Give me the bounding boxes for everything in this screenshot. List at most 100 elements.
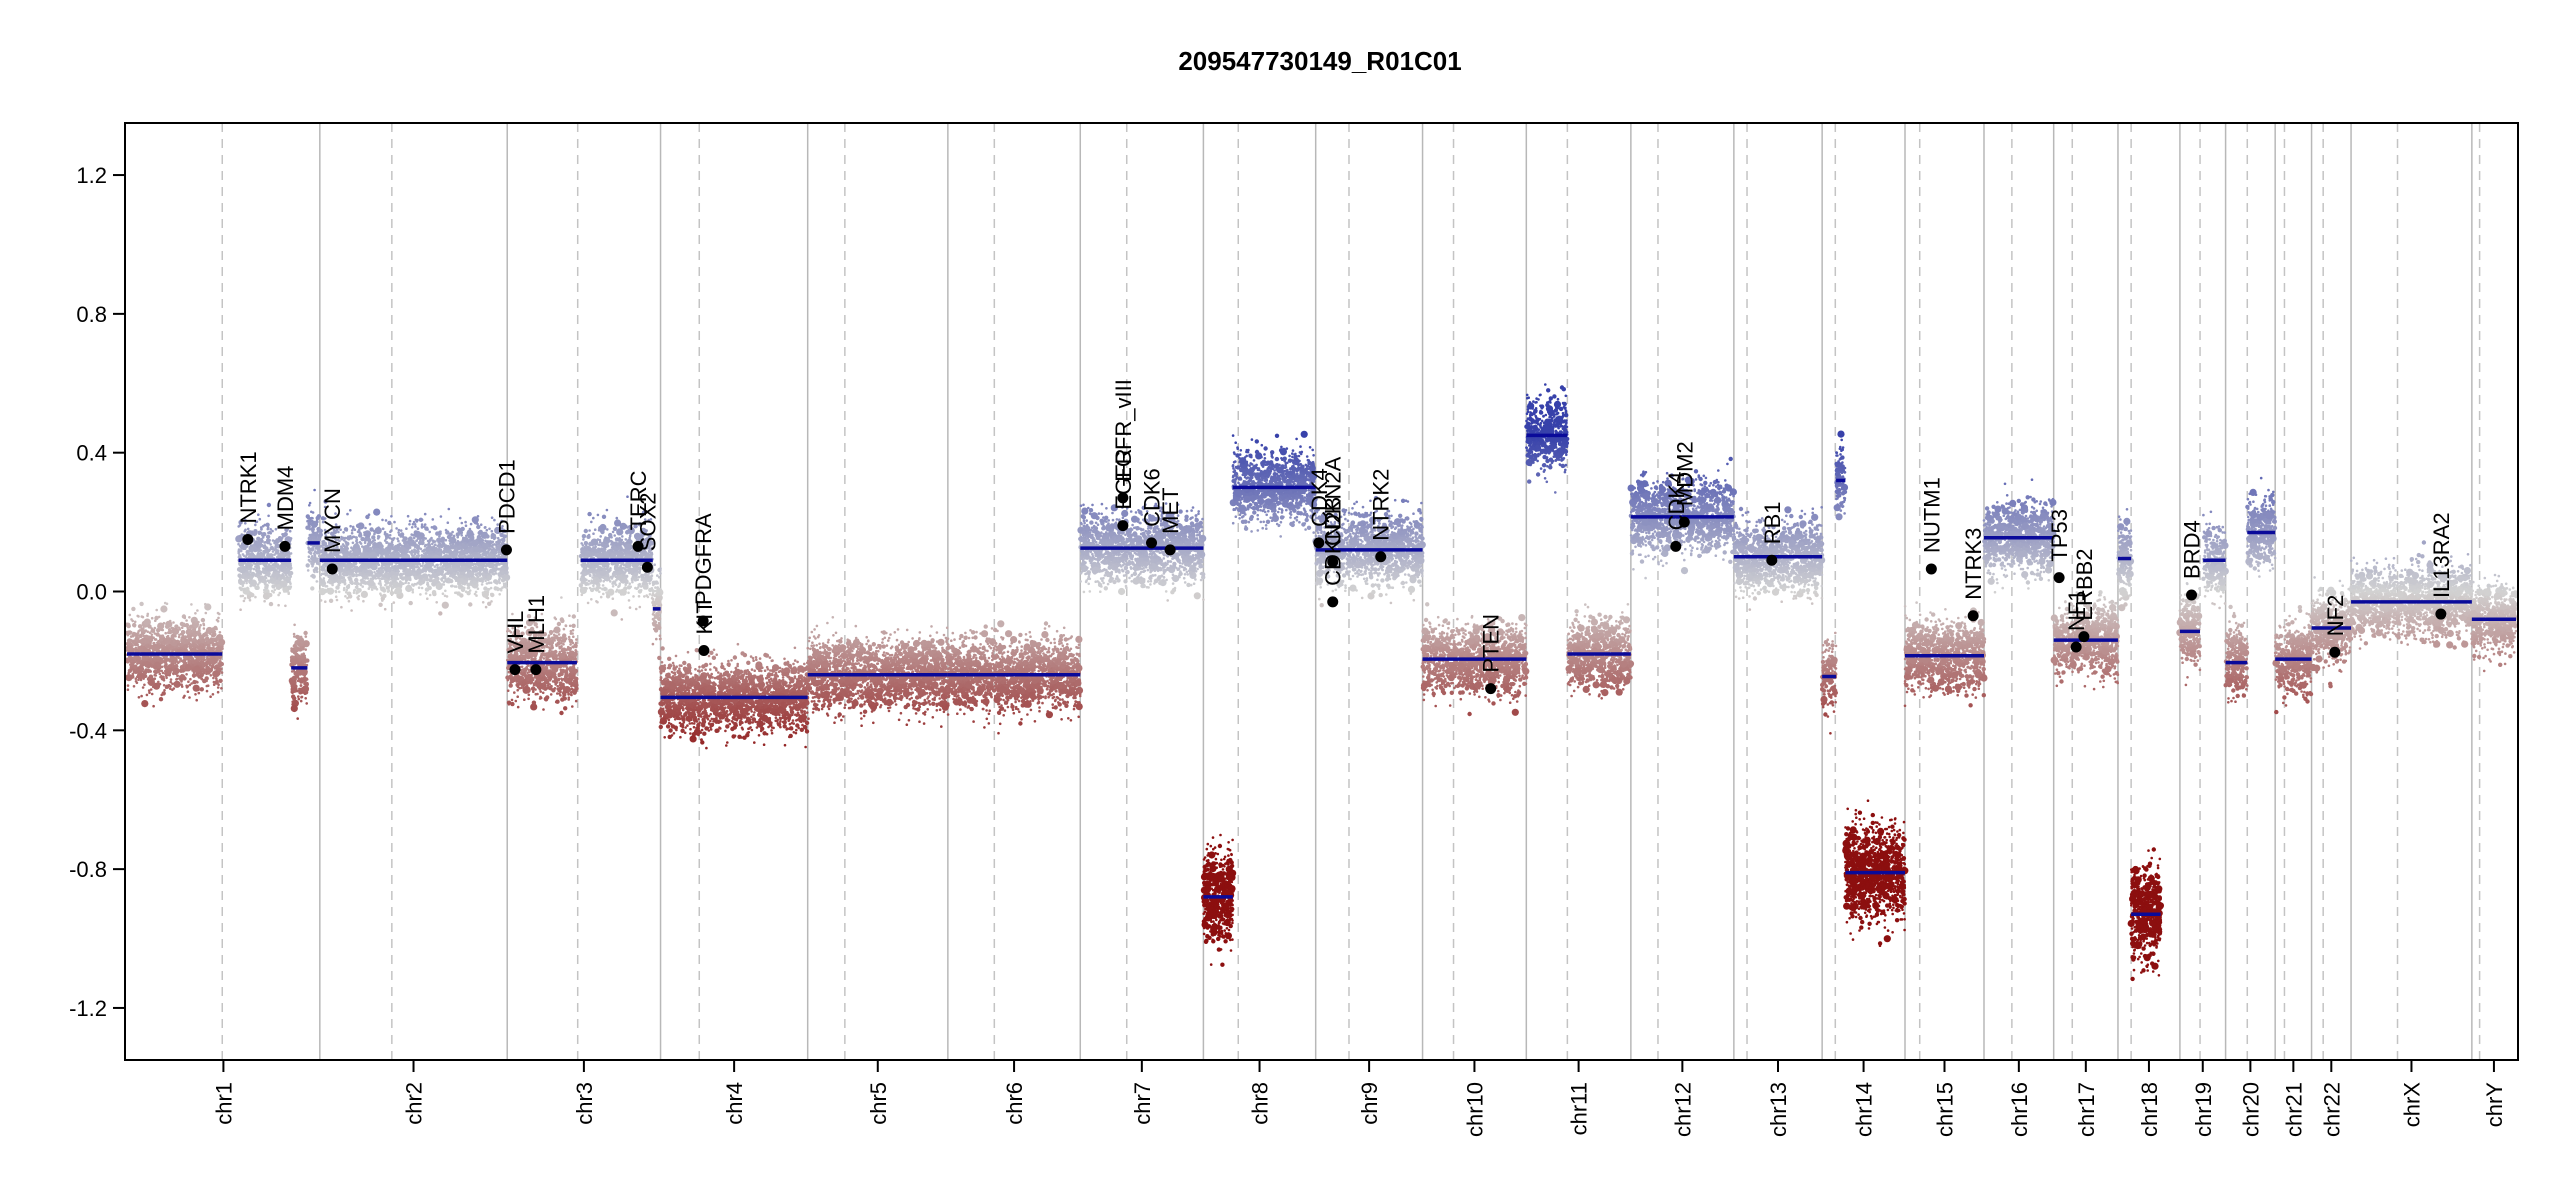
probe-point <box>348 552 352 555</box>
probe-point <box>244 528 247 532</box>
probe-point <box>268 530 272 534</box>
probe-point <box>241 553 245 556</box>
probe-point <box>239 549 243 553</box>
probe-point <box>270 546 273 550</box>
probe-point <box>270 578 273 581</box>
probe-point <box>126 684 130 687</box>
probe-point <box>438 545 441 549</box>
probe-point <box>359 564 363 568</box>
probe-point <box>343 582 347 586</box>
probe-point <box>354 545 357 548</box>
probe-point <box>318 561 321 565</box>
probe-point <box>241 594 245 598</box>
probe-point <box>148 674 154 679</box>
probe-point <box>379 586 383 589</box>
probe-point <box>192 679 197 685</box>
probe-point <box>186 690 190 693</box>
probe-point <box>460 534 464 537</box>
probe-point <box>388 574 391 577</box>
probe-point <box>319 599 323 602</box>
probe-point <box>202 667 205 671</box>
probe-point <box>420 525 424 528</box>
probe-point <box>218 612 221 616</box>
probe-point <box>140 659 143 662</box>
probe-point <box>480 583 484 586</box>
probe-point <box>392 582 397 587</box>
probe-point <box>372 585 378 590</box>
probe-point <box>216 619 220 623</box>
probe-point <box>376 576 380 580</box>
probe-point <box>345 591 348 594</box>
probe-point <box>481 591 485 594</box>
probe-point <box>253 582 256 586</box>
probe-point <box>137 624 143 629</box>
probe-point <box>310 516 314 520</box>
probe-point <box>397 555 401 558</box>
probe-point <box>357 597 360 601</box>
probe-point <box>310 586 315 591</box>
probe-point <box>352 564 356 568</box>
probe-point <box>291 691 294 695</box>
probe-point <box>440 569 444 572</box>
probe-point <box>147 645 150 649</box>
probe-point <box>466 586 470 590</box>
probe-point <box>143 647 148 653</box>
probe-point <box>413 552 417 556</box>
probe-point <box>133 620 137 624</box>
probe-point <box>187 659 192 664</box>
probe-point <box>254 565 257 568</box>
probe-point <box>148 691 151 694</box>
probe-point <box>458 554 464 559</box>
probe-point <box>183 616 187 620</box>
probe-point <box>464 520 467 524</box>
probe-point <box>248 579 252 583</box>
probe-point <box>269 543 272 546</box>
probe-point <box>257 530 262 535</box>
probe-point <box>373 571 376 574</box>
probe-point <box>266 584 269 587</box>
probe-point <box>244 555 248 558</box>
probe-point <box>413 575 417 579</box>
probe-point <box>215 646 221 651</box>
probe-point <box>447 545 451 548</box>
probe-point <box>404 569 412 577</box>
probe-point <box>322 577 326 580</box>
probe-point <box>504 582 508 585</box>
probe-point <box>151 685 155 689</box>
probe-point <box>249 547 252 550</box>
probe-point <box>277 570 281 574</box>
probe-point <box>505 579 509 582</box>
probe-point <box>350 531 354 535</box>
probe-point <box>148 631 152 634</box>
probe-point <box>336 555 339 558</box>
probe-point <box>194 620 198 624</box>
probe-point <box>196 609 199 612</box>
probe-point <box>355 592 359 595</box>
probe-point <box>185 619 188 622</box>
probe-point <box>316 520 319 524</box>
probe-point <box>131 606 136 612</box>
probe-point <box>180 626 184 629</box>
probe-point <box>132 685 136 688</box>
probe-point <box>397 531 400 534</box>
probe-point <box>286 564 290 567</box>
probe-point <box>274 561 278 565</box>
probe-point <box>289 585 293 588</box>
probe-point <box>269 528 273 531</box>
probe-point <box>154 665 158 669</box>
probe-point <box>173 680 181 688</box>
probe-point <box>310 535 316 540</box>
probe-point <box>447 507 451 511</box>
probe-point <box>290 647 296 653</box>
probe-point <box>134 677 138 680</box>
probe-point <box>277 593 280 597</box>
probe-point <box>516 695 519 698</box>
probe-point <box>355 539 358 543</box>
probe-point <box>435 601 439 604</box>
probe-point <box>408 523 411 526</box>
probe-point <box>325 585 329 588</box>
probe-point <box>196 681 199 684</box>
probe-point <box>345 570 348 574</box>
probe-point <box>203 658 206 661</box>
probe-point <box>425 561 433 569</box>
